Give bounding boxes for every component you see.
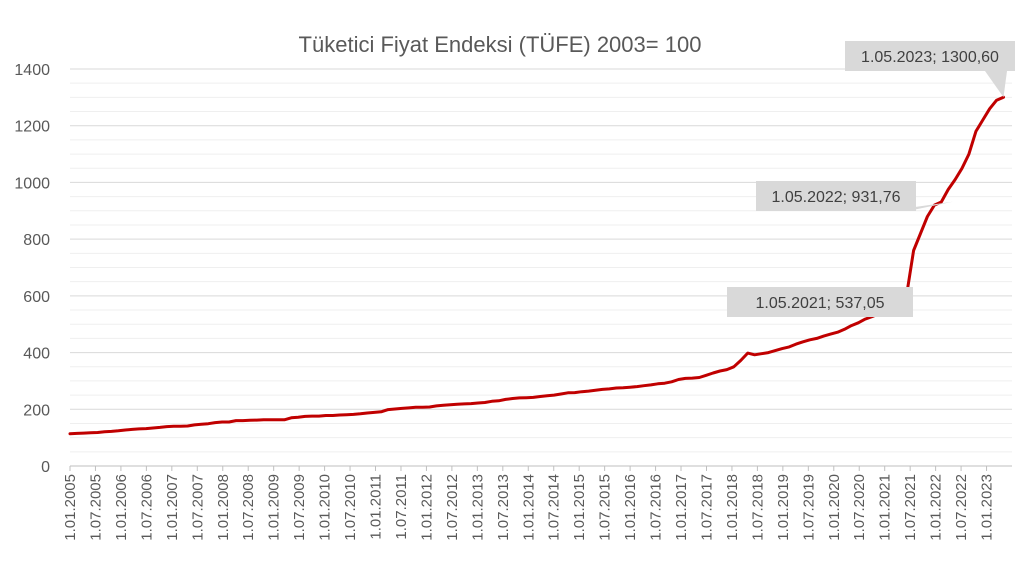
gridlines xyxy=(70,68,1012,453)
callout-label: 1.05.2022; 931,76 xyxy=(771,189,900,206)
callout-box xyxy=(727,287,913,317)
x-tick-label: 1.07.2005 xyxy=(87,474,104,541)
x-tick-label: 1.07.2021 xyxy=(902,474,919,541)
x-tick-label: 1.01.2021 xyxy=(877,474,894,541)
x-tick-label: 1.01.2009 xyxy=(266,474,283,541)
series-lines xyxy=(68,95,1005,436)
x-tick-label: 1.01.2020 xyxy=(826,474,843,541)
x-tick-label: 1.01.2023 xyxy=(979,474,996,541)
x-tick-label: 1.01.2005 xyxy=(62,474,79,541)
x-tick-label: 1.01.2010 xyxy=(317,474,334,541)
x-tick-label: 1.07.2020 xyxy=(851,474,868,541)
x-tick-label: 1.01.2017 xyxy=(673,474,690,541)
x-tick-label: 1.01.2015 xyxy=(571,474,588,541)
data-callout: 1.05.2023; 1300,60 xyxy=(845,41,1015,98)
x-tick-label: 1.01.2006 xyxy=(113,474,130,541)
x-tick-label: 1.07.2017 xyxy=(698,474,715,541)
x-tick-label: 1.01.2012 xyxy=(418,474,435,541)
chart-title: Tüketici Fiyat Endeksi (TÜFE) 2003= 100 xyxy=(299,32,702,57)
callout-box xyxy=(845,41,1015,71)
x-tick-label: 1.01.2022 xyxy=(928,474,945,541)
x-tick-label: 1.07.2011 xyxy=(393,474,410,540)
x-tick-label: 1.01.2014 xyxy=(520,474,537,541)
x-tick-label: 1.07.2015 xyxy=(597,474,614,541)
x-tick-label: 1.01.2013 xyxy=(469,474,486,541)
callout-pointer xyxy=(985,71,1007,98)
data-callout: 1.05.2022; 931,76 xyxy=(756,181,953,211)
callout-label: 1.05.2023; 1300,60 xyxy=(861,49,999,66)
y-tick-label: 400 xyxy=(23,346,50,363)
x-tick-label: 1.07.2007 xyxy=(189,474,206,541)
x-tick-label: 1.07.2012 xyxy=(444,474,461,541)
x-tick-label: 1.07.2014 xyxy=(546,474,563,541)
y-tick-label: 1400 xyxy=(14,62,50,79)
annotations: 1.05.2021; 537,05 1.05.2022; 931,76 1.05.2… xyxy=(727,41,1015,317)
y-tick-label: 200 xyxy=(23,402,50,419)
y-tick-label: 0 xyxy=(41,459,50,476)
x-tick-label: 1.07.2013 xyxy=(495,474,512,541)
x-tick-label: 1.07.2010 xyxy=(342,474,359,541)
x-tick-label: 1.07.2022 xyxy=(953,474,970,541)
data-callout: 1.05.2021; 537,05 xyxy=(727,287,913,317)
x-tick-label: 1.07.2008 xyxy=(240,474,257,541)
x-tick-label: 1.01.2008 xyxy=(215,474,232,541)
x-tick-label: 1.07.2006 xyxy=(138,474,155,541)
y-tick-label: 1200 xyxy=(14,119,50,136)
x-tick-label: 1.07.2019 xyxy=(800,474,817,541)
x-tick-label: 1.07.2016 xyxy=(648,474,665,541)
y-tick-label: 800 xyxy=(23,232,50,249)
x-tick-label: 1.07.2009 xyxy=(291,474,308,541)
y-tick-label: 600 xyxy=(23,289,50,306)
x-tick-label: 1.07.2018 xyxy=(749,474,766,541)
x-tick-label: 1.01.2019 xyxy=(775,474,792,541)
callout-box xyxy=(756,181,916,211)
series-line xyxy=(68,95,1005,436)
x-tick-label: 1.01.2016 xyxy=(622,474,639,541)
x-tick-label: 1.01.2011 xyxy=(368,474,385,540)
x-tick-label: 1.01.2018 xyxy=(724,474,741,541)
callout-label: 1.05.2021; 537,05 xyxy=(755,295,884,312)
x-tick-label: 1.01.2007 xyxy=(164,474,181,541)
axes: 0 200 400 600 800 1000 1200 1400 1.01.2005 1.07.2… xyxy=(14,62,1012,541)
y-tick-label: 1000 xyxy=(14,175,50,192)
